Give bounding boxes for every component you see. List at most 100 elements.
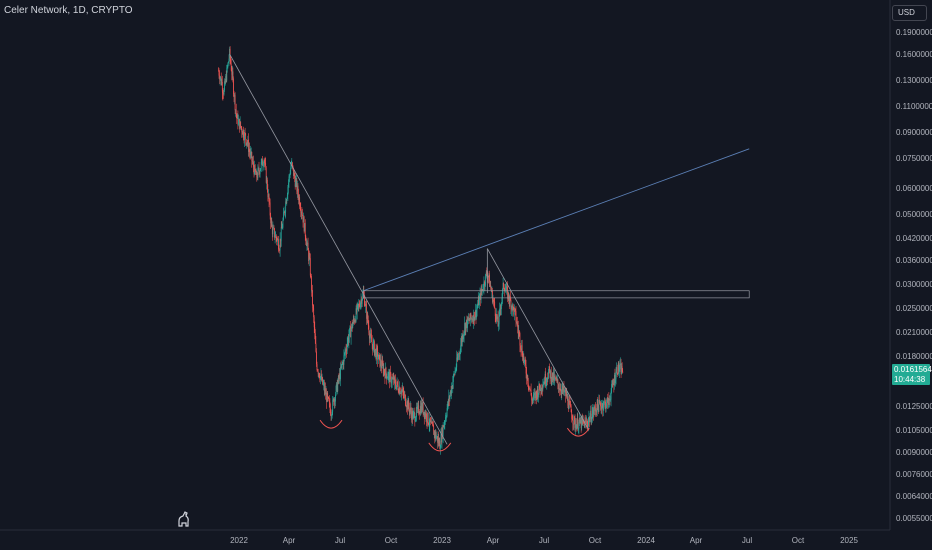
candle-body (460, 339, 462, 346)
candle-body (594, 406, 596, 409)
candle-body (520, 348, 522, 351)
bottom-arc[interactable] (428, 442, 452, 452)
candle-body (615, 379, 616, 383)
candle-body (352, 323, 354, 329)
candle-body (533, 394, 535, 396)
candle-body (417, 406, 419, 410)
candle-body (311, 290, 313, 291)
bottom-arc[interactable] (566, 427, 590, 437)
candle-body (621, 366, 623, 372)
range-rectangle[interactable] (362, 290, 750, 299)
candle-body (381, 361, 383, 369)
candle-body (433, 426, 435, 435)
candle-body (451, 386, 453, 389)
candle-body (246, 142, 248, 144)
candle-body (325, 388, 326, 395)
candle-body (412, 411, 414, 420)
candle-body (548, 366, 550, 372)
candle-body (614, 375, 615, 386)
x-tick-label: Oct (385, 536, 398, 545)
candle-body (597, 399, 599, 406)
candle-body (411, 412, 412, 420)
candle-body (322, 377, 324, 385)
candle-body (319, 376, 321, 380)
candle-body (224, 81, 225, 91)
candle-body (277, 239, 279, 240)
candle-body (492, 299, 494, 303)
candle-body (480, 293, 481, 300)
candle-body (317, 370, 318, 371)
candle-body (368, 332, 370, 339)
candle-body (359, 303, 360, 306)
currency-button[interactable]: USD (892, 5, 927, 21)
candle-body (347, 337, 349, 343)
candle-body (243, 129, 244, 138)
candle-body (501, 297, 503, 303)
tradingview-logo-icon[interactable] (176, 510, 192, 528)
candle-body (621, 366, 623, 375)
candle-body (582, 420, 584, 421)
candle-body (564, 389, 566, 392)
trendline[interactable] (486, 248, 590, 431)
candle-body (476, 309, 477, 318)
bottom-arc[interactable] (319, 419, 343, 429)
x-axis: 2022 Apr Jul Oct 2023 Apr Jul Oct 2024 Apr Jul Oct 2… (230, 536, 858, 545)
candle-body (535, 391, 536, 399)
candle-body (378, 354, 380, 356)
candle-body (617, 363, 619, 375)
candle-body (442, 427, 443, 437)
candle-body (397, 381, 399, 386)
candle-body (545, 373, 547, 384)
candle-body (605, 405, 607, 410)
candle-body (236, 114, 238, 119)
candle-body (407, 401, 409, 410)
candle-body (339, 373, 341, 380)
candle-body (342, 361, 344, 365)
candle-body (461, 339, 463, 343)
candle-body (385, 367, 386, 379)
candle-body (449, 394, 451, 400)
candle-body (454, 370, 456, 375)
candle-body (245, 133, 247, 140)
candle-body (337, 382, 339, 392)
candle-body (436, 436, 438, 438)
candle-body (452, 381, 454, 389)
candle-body (393, 377, 395, 384)
candle-body (323, 384, 325, 392)
candle-body (321, 377, 323, 381)
candle-body (456, 357, 458, 360)
candle-body (600, 402, 601, 407)
candle-body (468, 318, 470, 321)
candle-body (284, 211, 286, 214)
candle-body (622, 371, 624, 373)
ray-line[interactable] (363, 148, 750, 292)
candle-body (583, 422, 585, 423)
candle-body (565, 391, 567, 397)
candle-body (470, 313, 472, 319)
candle-body (347, 337, 349, 344)
candle-body (276, 239, 278, 242)
candle-body (552, 372, 554, 381)
candle-body (354, 320, 356, 323)
candle-body (233, 93, 235, 97)
trendline[interactable] (229, 53, 448, 445)
candle-body (494, 308, 496, 317)
candle-body (356, 308, 358, 313)
candle-body (300, 208, 302, 213)
candle-body (467, 317, 468, 328)
candle-body (305, 236, 307, 242)
candle-body (460, 345, 462, 353)
candle-body (371, 342, 373, 345)
candle-body (303, 217, 304, 223)
candle-body (405, 404, 407, 407)
candle-body (389, 371, 391, 382)
candle-body (553, 372, 554, 381)
candle-body (402, 389, 404, 391)
candle-body (593, 410, 595, 415)
candle-body (514, 308, 516, 310)
candle-body (327, 397, 329, 398)
